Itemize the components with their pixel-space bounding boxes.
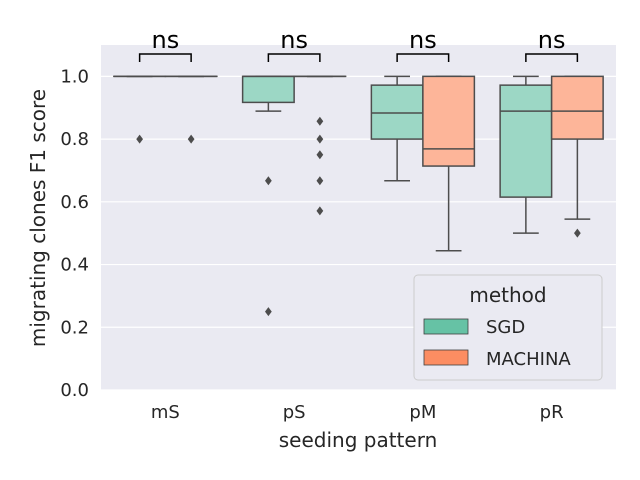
y-tick-label-5: 1.0 [60,66,89,87]
outlier-point-0 [187,134,195,144]
y-tick-label-2: 0.4 [60,255,89,276]
box-machina-mS [164,75,218,144]
outlier-point-2 [316,150,324,160]
y-tick-label-1: 0.2 [60,317,89,338]
outlier-point-0 [574,228,581,238]
outlier-point-1 [316,134,324,144]
bracket-pM [396,53,450,62]
outlier-point-0 [265,176,272,186]
x-tick-label-pR: pR [540,402,564,423]
box-sgd-pM [370,75,424,182]
annotation-mS: ns [152,26,180,54]
annotation-pR: ns [538,26,566,54]
box-machina-pM [422,75,476,252]
outlier-point-3 [316,176,324,186]
outlier-point-4 [316,206,324,216]
significance-annotations: ns ns ns ns [138,26,579,62]
box-iqr [499,84,553,198]
x-tick-label-pS: pS [283,402,306,423]
outlier-point-1 [265,307,272,317]
x-tick-label-mS: mS [151,402,180,423]
outlier-point-0 [316,116,324,126]
bracket-pS [267,53,321,62]
y-axis-ticks: 0.0 0.2 0.4 0.6 0.8 1.0 [60,66,89,401]
annotation-pM: ns [409,26,437,54]
legend-title: method [469,283,546,307]
legend-swatch-sgd [423,318,469,335]
legend-label-sgd: SGD [486,317,525,338]
box-machina-pR [550,75,604,238]
y-tick-label-3: 0.6 [60,192,89,213]
box-sgd-pS [241,75,295,317]
legend: method SGD MACHINA [413,274,603,381]
box-iqr [370,84,424,140]
bracket-mS [138,53,192,62]
bracket-pR [525,53,579,62]
x-axis-ticks: mS pS pM pR [151,402,564,423]
box-iqr [241,75,295,104]
box-machina-pS [293,75,347,216]
y-tick-label-4: 0.8 [60,129,89,150]
x-tick-label-pM: pM [409,402,436,423]
box-iqr [422,75,476,167]
x-axis-label: seeding pattern [279,428,438,452]
legend-label-machina: MACHINA [486,349,571,370]
box-layer [113,75,604,317]
legend-swatch-machina [423,349,469,366]
y-tick-label-0: 0.0 [60,380,89,401]
box-sgd-pR [499,75,553,234]
outlier-point-0 [136,134,143,144]
annotation-pS: ns [280,26,308,54]
y-axis-label: migrating clones F1 score [26,89,50,347]
box-iqr [550,75,604,140]
